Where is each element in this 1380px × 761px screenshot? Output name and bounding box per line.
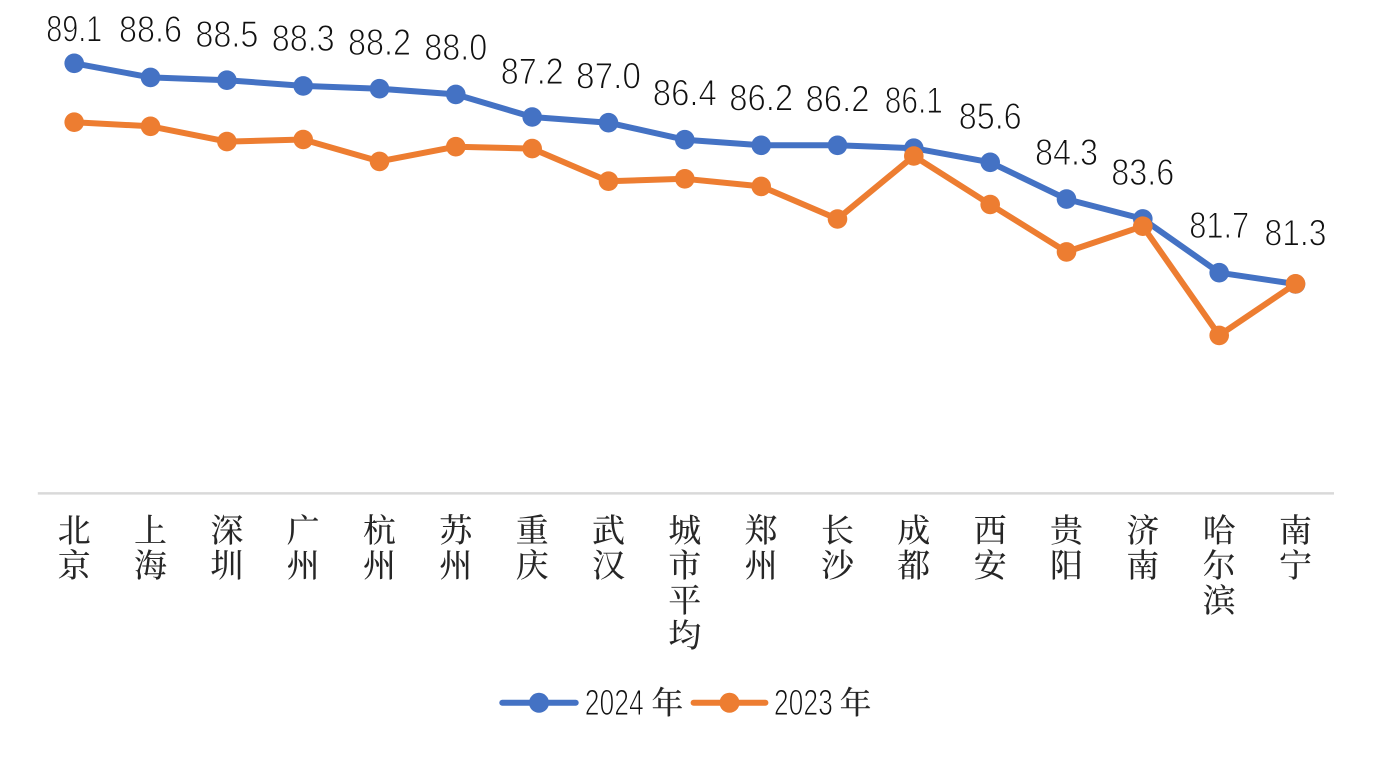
svg-text:2024: 2024 xyxy=(585,682,644,723)
svg-text:86.1: 86.1 xyxy=(885,80,943,121)
svg-text:85.6: 85.6 xyxy=(959,96,1022,137)
svg-text:81.7: 81.7 xyxy=(1189,205,1249,246)
svg-text:84.3: 84.3 xyxy=(1035,132,1098,173)
svg-text:86.2: 86.2 xyxy=(729,78,793,119)
svg-text:88.2: 88.2 xyxy=(348,22,411,63)
svg-text:83.6: 83.6 xyxy=(1111,152,1174,193)
svg-text:89.1: 89.1 xyxy=(46,9,102,50)
svg-text:88.5: 88.5 xyxy=(195,14,258,55)
svg-text:88.6: 88.6 xyxy=(119,9,182,50)
svg-text:87.0: 87.0 xyxy=(576,55,641,96)
svg-text:81.3: 81.3 xyxy=(1265,212,1327,253)
svg-text:87.2: 87.2 xyxy=(501,51,564,92)
svg-text:88.3: 88.3 xyxy=(272,18,335,59)
svg-text:2023: 2023 xyxy=(774,682,833,723)
svg-text:86.2: 86.2 xyxy=(806,78,870,119)
svg-text:88.0: 88.0 xyxy=(424,27,487,68)
svg-text:86.4: 86.4 xyxy=(653,73,717,114)
